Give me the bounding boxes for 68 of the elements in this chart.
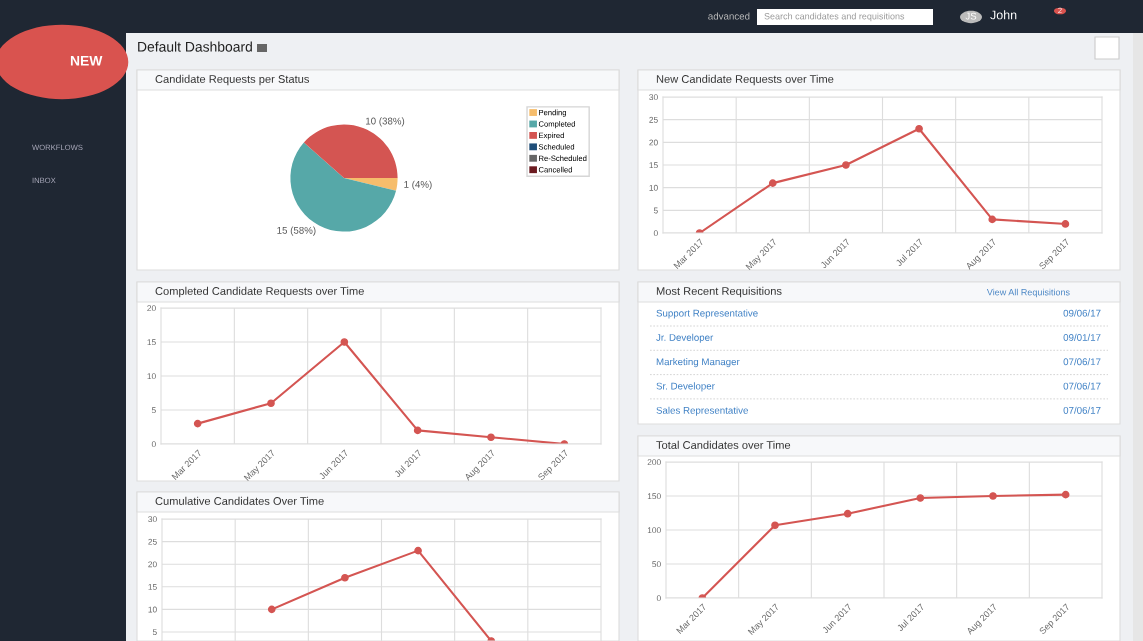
y-tick-label: 15 — [148, 584, 157, 590]
y-tick-label: 20 — [147, 305, 156, 312]
y-tick-label: 30 — [148, 516, 157, 523]
y-tick-label: 100 — [647, 527, 661, 534]
pie-slice — [344, 178, 398, 191]
y-tick-label: 15 — [147, 339, 156, 346]
y-tick-label: 200 — [647, 459, 661, 466]
text: 09/01/17 — [1063, 333, 1101, 341]
text: 09/06/17 — [1063, 309, 1101, 317]
y-tick-label: 0 — [653, 230, 658, 237]
y-tick-label: 20 — [649, 139, 658, 146]
point — [487, 433, 495, 442]
text: Marketing Manager — [656, 358, 740, 368]
point — [768, 179, 777, 187]
text: advanced — [708, 12, 750, 20]
y-tick-label: 20 — [148, 561, 157, 568]
y-tick-label: 15 — [649, 162, 658, 169]
point — [989, 492, 997, 500]
point — [340, 338, 349, 346]
chart-title: New Candidate Requests over Time — [656, 74, 834, 86]
text: 07/06/17 — [1063, 406, 1101, 414]
text: View All Requisitions — [986, 288, 1070, 298]
chart-title: Cumulative Candidates Over Time — [155, 496, 324, 505]
y-tick-label: 150 — [647, 493, 661, 500]
point — [341, 573, 349, 582]
y-tick-label: 5 — [653, 207, 658, 214]
chart-title: Total Candidates over Time — [656, 440, 791, 449]
data-label: 1 (4%) — [404, 180, 432, 190]
y-tick-label: 10 — [649, 184, 658, 191]
data-label: 15 (58%) — [277, 226, 316, 236]
point — [842, 161, 850, 169]
text: Search candidates and requisitions — [764, 12, 905, 22]
y-tick-label: 0 — [656, 595, 661, 602]
point — [193, 419, 202, 428]
text: Support Representative — [656, 309, 758, 319]
text: Sr. Developer — [656, 382, 715, 392]
text: 07/06/17 — [1063, 358, 1101, 366]
text: Most Recent Requisitions — [656, 286, 782, 298]
y-tick-label: 30 — [649, 94, 658, 101]
point — [267, 399, 275, 408]
chart-title: Completed Candidate Requests over Time — [155, 286, 364, 298]
chart-title: Candidate Requests per Status — [155, 74, 310, 86]
point — [267, 605, 276, 614]
y-tick-label: 10 — [147, 373, 156, 380]
point — [414, 546, 422, 555]
text: 07/06/17 — [1063, 382, 1101, 390]
y-tick-label: 5 — [151, 407, 156, 414]
point — [843, 509, 852, 518]
data-label: 10 (38%) — [366, 117, 405, 127]
point — [413, 426, 422, 435]
point — [988, 215, 997, 224]
point — [915, 124, 923, 133]
y-tick-label: 5 — [152, 629, 157, 636]
y-tick-label: 10 — [148, 606, 157, 613]
text: John — [990, 10, 1017, 20]
text: NEW — [70, 56, 103, 66]
y-tick-label: 25 — [148, 538, 157, 545]
point — [1061, 490, 1070, 499]
y-tick-label: 50 — [652, 561, 661, 568]
point — [1061, 220, 1070, 228]
text: Sales Representative — [656, 406, 748, 416]
y-tick-label: 25 — [649, 116, 658, 123]
text: Jr. Developer — [656, 333, 714, 343]
text: Default Dashboard — [138, 41, 252, 52]
point — [771, 521, 779, 530]
y-tick-label: 0 — [151, 441, 156, 448]
point — [916, 494, 925, 502]
text: JS — [965, 12, 977, 20]
